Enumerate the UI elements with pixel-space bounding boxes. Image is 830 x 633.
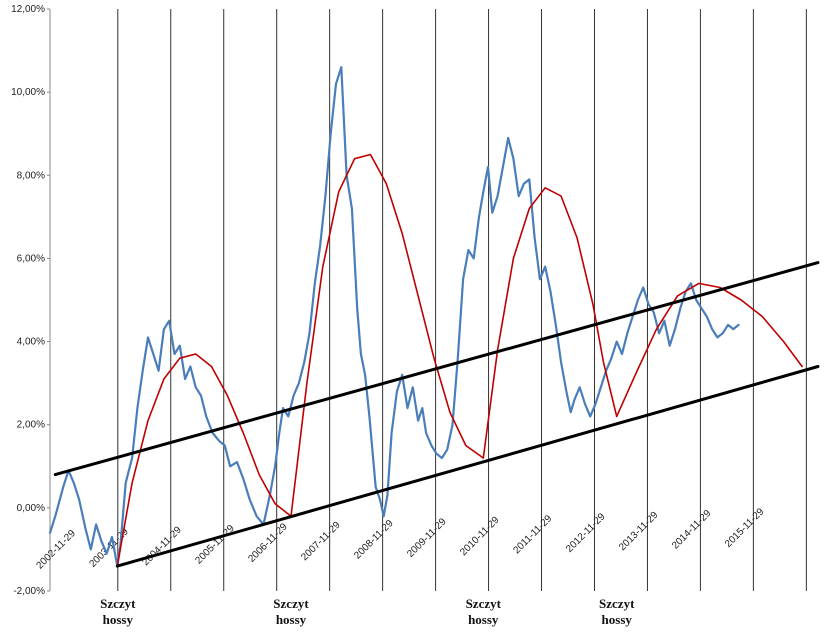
trend-channel-line (115, 365, 820, 568)
peak-labels: SzczythossySzczythossySzczythossySzczyth… (100, 596, 635, 627)
x-tick-label: 2009-11-29 (405, 516, 449, 560)
x-tick-label: 2004-11-29 (140, 524, 184, 568)
series-layer (48, 66, 820, 568)
x-tick-label: 2013-11-29 (617, 509, 661, 553)
y-tick-label: 12,00% (11, 4, 45, 15)
x-tick-label: 2014-11-29 (670, 508, 714, 552)
y-tick-label: 4,00% (17, 337, 45, 348)
peak-label-line2: hossy (103, 612, 134, 627)
y-tick-label: 10,00% (11, 87, 45, 98)
x-axis-ticks: 2002-11-29 2003-11-29 2004-11-29 2005-11-29… (34, 506, 766, 571)
y-tick-label: 8,00% (17, 170, 45, 181)
trend-channel-line (53, 261, 820, 477)
x-tick-label: 2005-11-29 (193, 523, 237, 567)
peak-label-line1: Szczyt (466, 596, 502, 611)
y-tick-label: 0,00% (17, 503, 45, 514)
y-tick-label: 2,00% (17, 420, 45, 431)
cycle-arc-line (615, 282, 803, 418)
peak-label-line1: Szczyt (599, 596, 635, 611)
cycle-arc-line (116, 353, 292, 567)
x-tick-label: 2008-11-29 (352, 518, 396, 562)
data-series-line (48, 66, 740, 568)
peak-label-line2: hossy (468, 612, 499, 627)
y-tick-label: -2,00% (13, 586, 45, 597)
y-tick-label: 6,00% (17, 253, 45, 264)
vertical-gridlines (117, 9, 807, 591)
peak-label-line2: hossy (276, 612, 307, 627)
x-tick-label: 2010-11-29 (458, 514, 502, 558)
x-tick-label: 2002-11-29 (34, 528, 78, 572)
peak-label-line1: Szczyt (273, 596, 309, 611)
x-tick-label: 2011-11-29 (511, 513, 554, 556)
y-axis-ticks: -2,00% 0,00% 2,00% 4,00% 6,00% 8,00% 10,00% 12,… (11, 4, 50, 597)
x-tick-label: 2007-11-29 (299, 519, 343, 563)
cycle-arc-line (482, 187, 618, 459)
x-tick-label: 2015-11-29 (723, 506, 767, 550)
peak-label-line2: hossy (602, 612, 633, 627)
x-tick-label: 2012-11-29 (564, 511, 608, 555)
cycle-arc-line (290, 153, 485, 518)
peak-label-line1: Szczyt (100, 596, 136, 611)
